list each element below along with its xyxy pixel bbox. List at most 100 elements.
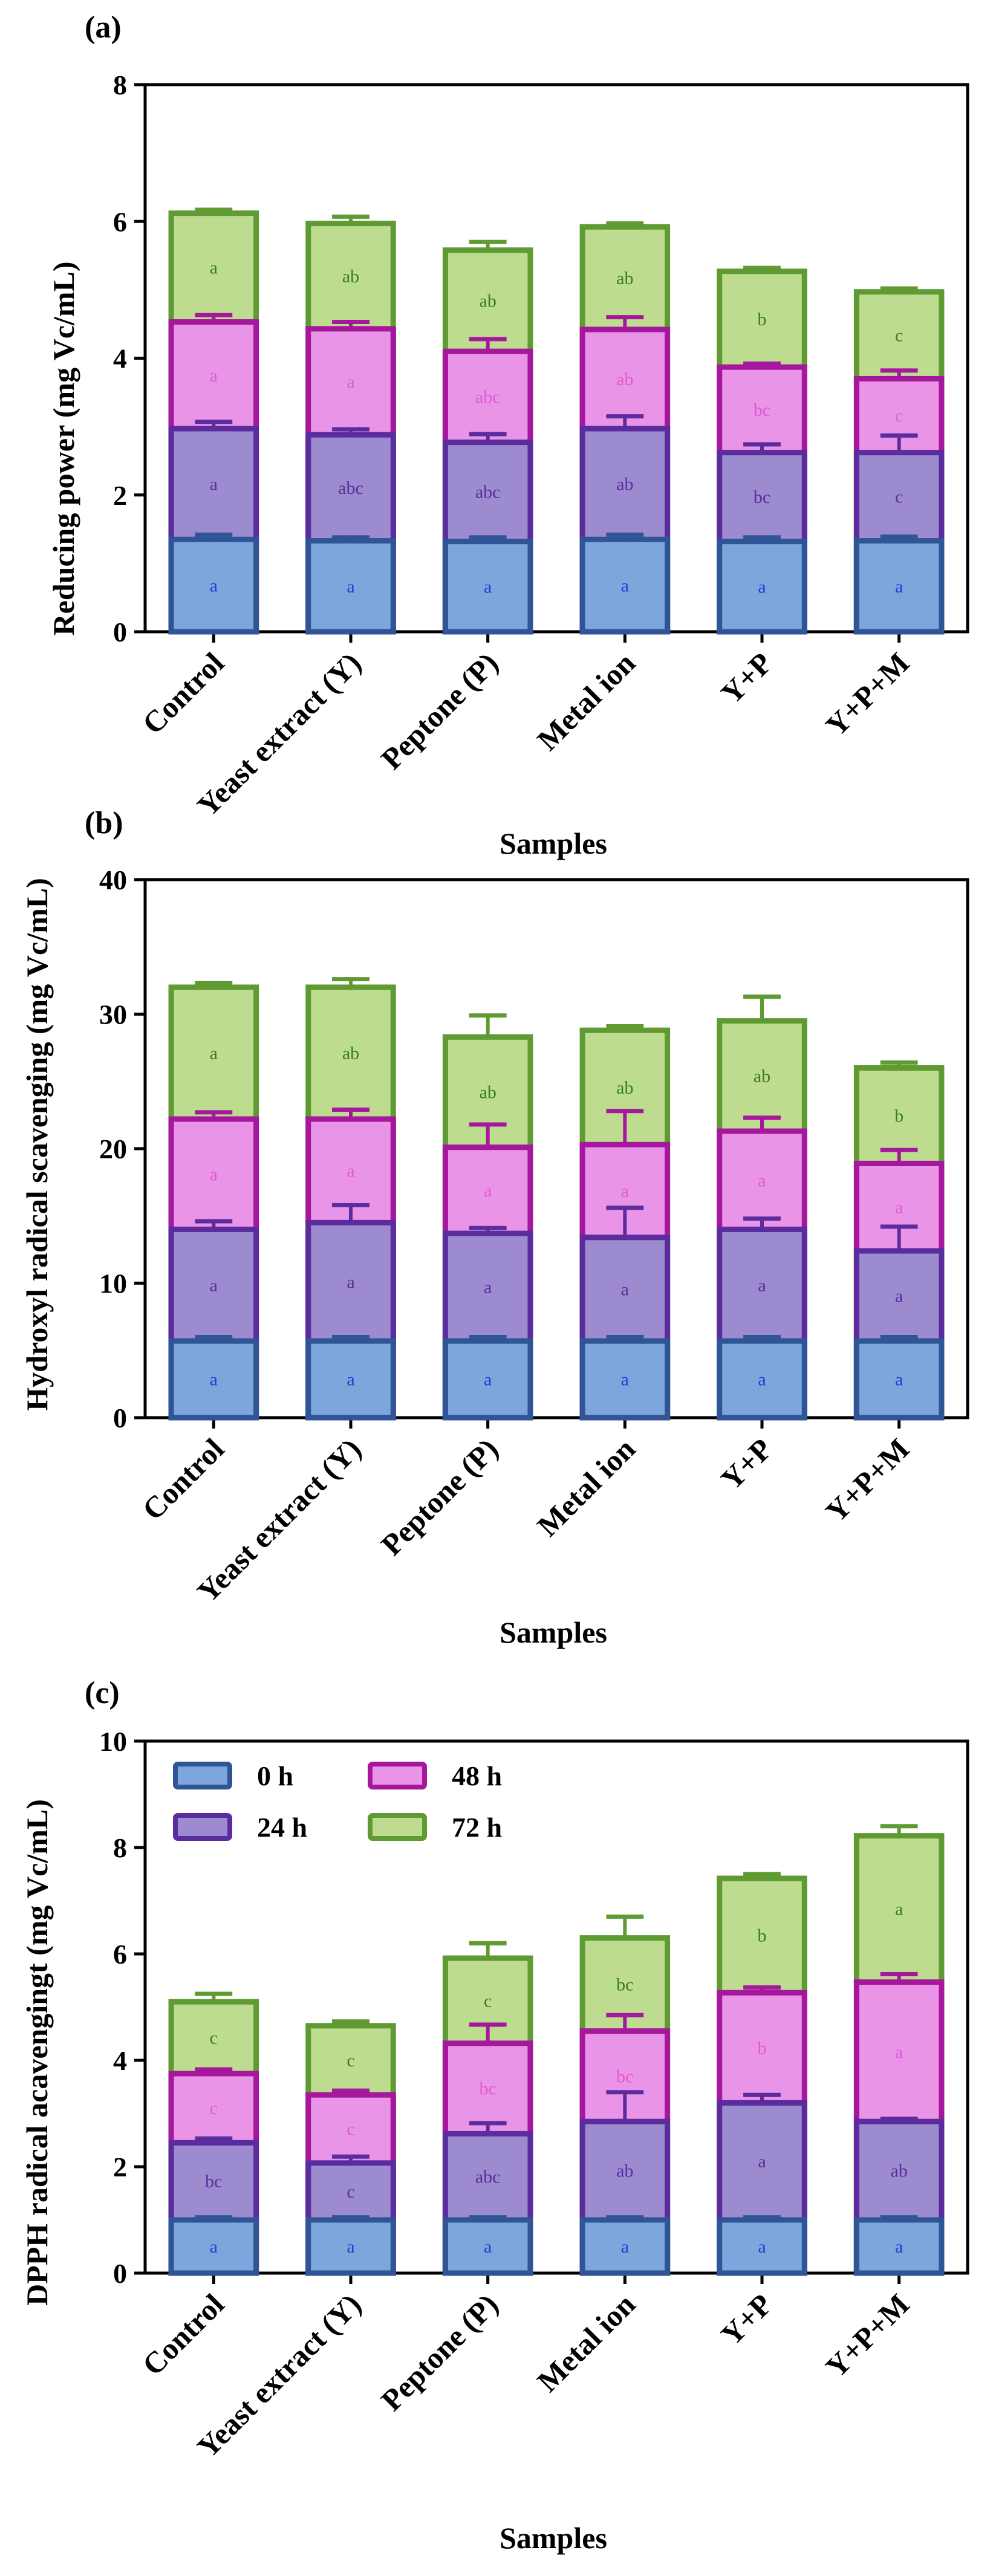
bar-0h xyxy=(579,536,671,635)
x-tick-label: Control xyxy=(135,1432,230,1526)
significance-letter: a xyxy=(210,2237,218,2257)
significance-letter: ab xyxy=(480,291,497,311)
legend-swatch-72h xyxy=(368,1813,427,1841)
panel-c: (c) DPPH radical acavengingt (mg Vc/mL) … xyxy=(20,1676,969,2555)
x-tick-label: Peptone (P) xyxy=(374,646,504,776)
significance-letter: ab xyxy=(616,475,633,495)
bar-0h xyxy=(168,2217,259,2276)
legend-label-0h: 0 h xyxy=(257,1760,293,1791)
x-tick-label: Y+P+M xyxy=(819,2287,916,2384)
significance-letter: a xyxy=(621,1181,629,1201)
significance-letter: c xyxy=(895,406,903,426)
significance-letter: c xyxy=(347,2051,354,2071)
panel-a-xlabel: Samples xyxy=(500,826,607,860)
x-tick-label: Metal ion xyxy=(530,1432,642,1543)
significance-letter: a xyxy=(758,1170,766,1190)
bar-0h xyxy=(717,1338,807,1421)
significance-letter: abc xyxy=(475,482,501,502)
x-tick-label: Y+P xyxy=(714,1432,779,1496)
y-tick-label: 30 xyxy=(99,999,127,1030)
significance-letter: a xyxy=(758,2152,766,2172)
significance-letter: abc xyxy=(475,2167,501,2187)
significance-letter: a xyxy=(484,2237,492,2257)
x-tick-label: Control xyxy=(135,2287,230,2382)
significance-letter: a xyxy=(484,1277,492,1297)
significance-letter: a xyxy=(758,577,766,597)
significance-letter: ab xyxy=(616,2161,633,2181)
y-tick-label: 0 xyxy=(113,2258,127,2289)
y-tick-label: 2 xyxy=(113,480,127,511)
significance-letter: a xyxy=(621,2237,629,2257)
significance-letter: c xyxy=(347,2120,354,2140)
significance-letter: a xyxy=(758,2237,766,2257)
significance-letter: a xyxy=(895,577,903,597)
y-tick-label: 0 xyxy=(113,1403,127,1433)
x-tick-label: Y+P+M xyxy=(819,1432,916,1528)
significance-letter: ab xyxy=(342,1043,359,1063)
legend-label-72h: 72 h xyxy=(452,1812,502,1843)
legend-label-48h: 48 h xyxy=(452,1760,502,1791)
x-tick-label: Peptone (P) xyxy=(374,2287,504,2417)
x-tick-label: Metal ion xyxy=(530,2287,642,2398)
y-tick-label: 10 xyxy=(99,1268,127,1299)
significance-letter: bc xyxy=(754,487,770,507)
significance-letter: a xyxy=(210,1370,218,1390)
significance-letter: a xyxy=(347,372,354,392)
significance-letter: c xyxy=(210,2028,218,2048)
panel-a-label: (a) xyxy=(85,10,122,45)
y-tick-label: 40 xyxy=(99,865,127,895)
legend: 0 h 48 h 24 h 72 h xyxy=(173,1760,502,1843)
significance-letter: a xyxy=(484,577,492,597)
significance-letter: a xyxy=(347,577,354,597)
significance-letter: abc xyxy=(338,478,363,498)
significance-letter: ab xyxy=(754,1066,770,1086)
significance-letter: a xyxy=(210,258,218,278)
panel-b-xlabel: Samples xyxy=(500,1615,607,1649)
y-tick-label: 8 xyxy=(113,70,127,100)
significance-letter: b xyxy=(758,1926,767,1946)
legend-label-24h: 24 h xyxy=(257,1812,307,1843)
significance-letter: b xyxy=(894,1106,903,1126)
significance-letter: bc xyxy=(616,1975,633,1995)
significance-letter: ab xyxy=(616,1078,633,1098)
significance-letter: a xyxy=(347,1161,354,1181)
bar-0h xyxy=(579,1338,671,1421)
significance-letter: bc xyxy=(616,2066,633,2086)
significance-letter: a xyxy=(484,1370,492,1390)
significance-letter: c xyxy=(347,2182,354,2202)
significance-letter: a xyxy=(210,1043,218,1063)
y-tick-label: 6 xyxy=(113,206,127,237)
significance-letter: a xyxy=(895,2237,903,2257)
significance-letter: c xyxy=(210,2098,218,2118)
significance-letter: ab xyxy=(891,2161,908,2181)
significance-letter: a xyxy=(895,1198,903,1218)
legend-swatch-48h xyxy=(368,1762,427,1789)
y-tick-label: 6 xyxy=(113,1939,127,1970)
legend-swatch-24h xyxy=(173,1813,232,1841)
panel-c-ylabel: DPPH radical acavengingt (mg Vc/mL) xyxy=(20,1799,54,2306)
significance-letter: a xyxy=(347,1370,354,1390)
y-tick-label: 8 xyxy=(113,1832,127,1863)
significance-letter: a xyxy=(895,1286,903,1306)
panel-c-xlabel: Samples xyxy=(500,2521,607,2555)
significance-letter: b xyxy=(758,310,767,329)
x-tick-label: Y+P+M xyxy=(819,646,916,742)
significance-letter: ab xyxy=(616,369,633,389)
bar-0h xyxy=(717,539,807,635)
significance-letter: bc xyxy=(480,2079,497,2099)
plot-frame xyxy=(143,1739,969,2275)
panel-a-ylabel: Reducing power (mg Vc/mL) xyxy=(47,262,80,636)
significance-letter: c xyxy=(484,1991,492,2011)
y-tick-label: 20 xyxy=(99,1134,127,1164)
bar-0h xyxy=(717,2217,807,2276)
significance-letter: a xyxy=(895,2042,903,2062)
significance-letter: a xyxy=(621,576,629,596)
significance-letter: a xyxy=(895,1900,903,1919)
significance-letter: ab xyxy=(616,268,633,288)
y-tick-label: 4 xyxy=(113,2045,127,2076)
significance-letter: a xyxy=(210,1164,218,1184)
significance-letter: abc xyxy=(475,387,501,407)
panel-b: (b) Hydroxyl radical scavenging (mg Vc/m… xyxy=(20,806,969,1649)
